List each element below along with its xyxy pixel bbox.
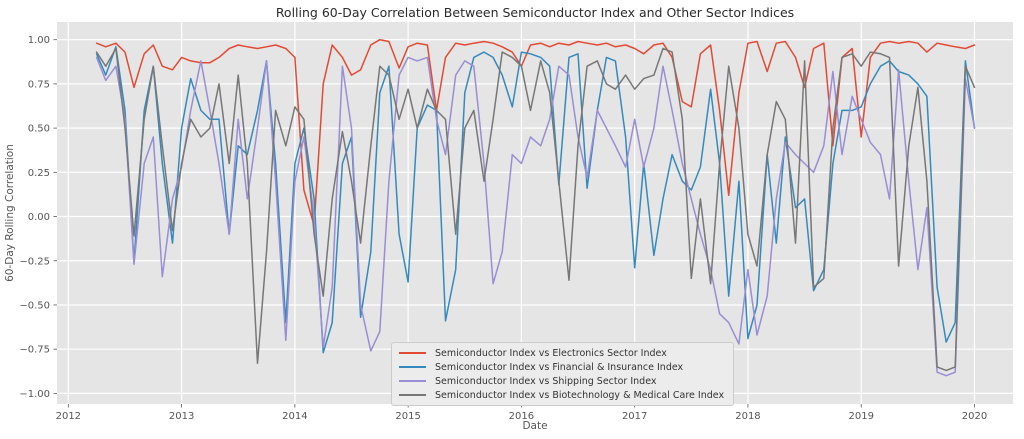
- y-tick-label: −0.25: [19, 256, 50, 267]
- y-tick-label: 0.75: [28, 79, 50, 90]
- legend-label: Semiconductor Index vs Shipping Sector I…: [435, 375, 657, 387]
- x-tick-label: 2018: [735, 411, 760, 422]
- y-tick-label: −0.75: [19, 345, 50, 356]
- legend-label: Semiconductor Index vs Financial & Insur…: [435, 361, 684, 373]
- x-tick-label: 2014: [282, 411, 307, 422]
- y-tick-label: −0.50: [19, 300, 50, 311]
- y-tick-label: 0.25: [28, 168, 50, 179]
- x-tick-label: 2012: [56, 411, 81, 422]
- legend-line-swatch: [399, 366, 426, 368]
- y-tick-label: −1.00: [19, 389, 50, 400]
- series-line: [95, 56, 976, 377]
- series-line: [95, 46, 976, 354]
- x-tick-label: 2020: [962, 411, 987, 422]
- x-tick-label: 2015: [395, 411, 420, 422]
- series-line: [95, 47, 976, 372]
- legend-label: Semiconductor Index vs Biotechnology & M…: [435, 389, 725, 401]
- legend-item: Semiconductor Index vs Financial & Insur…: [399, 360, 724, 374]
- x-axis-label: Date: [522, 420, 548, 432]
- y-tick-label: 0.50: [28, 124, 50, 135]
- legend-label: Semiconductor Index vs Electronics Secto…: [435, 347, 667, 359]
- legend-item: Semiconductor Index vs Shipping Sector I…: [399, 374, 724, 388]
- y-tick-label: 0.00: [28, 212, 50, 223]
- legend: Semiconductor Index vs Electronics Secto…: [391, 342, 735, 406]
- legend-item: Semiconductor Index vs Biotechnology & M…: [399, 388, 724, 402]
- legend-line-swatch: [399, 352, 426, 354]
- y-tick-label: 1.00: [28, 35, 50, 46]
- chart-title: Rolling 60-Day Correlation Between Semic…: [275, 5, 795, 20]
- legend-line-swatch: [399, 394, 426, 396]
- x-tick-label: 2019: [848, 411, 873, 422]
- series-line: [95, 38, 976, 227]
- x-tick-label: 2016: [509, 411, 534, 422]
- legend-item: Semiconductor Index vs Electronics Secto…: [399, 346, 724, 360]
- x-tick-label: 2013: [169, 411, 194, 422]
- legend-line-swatch: [399, 380, 426, 382]
- x-tick-label: 2017: [622, 411, 647, 422]
